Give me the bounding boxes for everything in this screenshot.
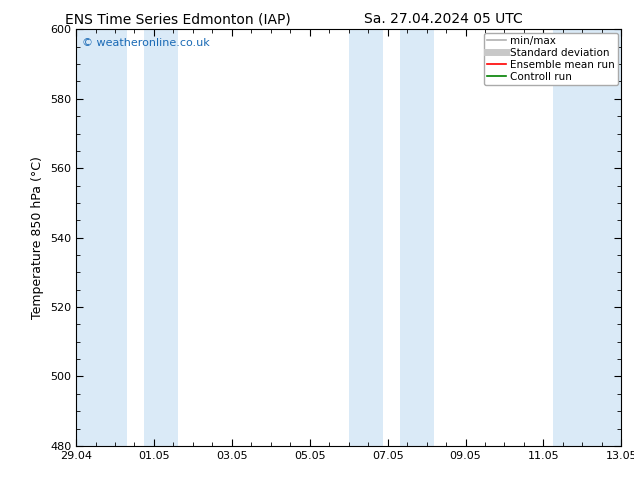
Bar — [553, 29, 621, 446]
Legend: min/max, Standard deviation, Ensemble mean run, Controll run: min/max, Standard deviation, Ensemble me… — [484, 32, 618, 85]
Text: Sa. 27.04.2024 05 UTC: Sa. 27.04.2024 05 UTC — [365, 12, 523, 26]
Bar — [76, 29, 127, 446]
Bar — [144, 29, 178, 446]
Y-axis label: Temperature 850 hPa (°C): Temperature 850 hPa (°C) — [32, 156, 44, 319]
Text: © weatheronline.co.uk: © weatheronline.co.uk — [82, 38, 209, 48]
Bar — [349, 29, 383, 446]
Text: ENS Time Series Edmonton (IAP): ENS Time Series Edmonton (IAP) — [65, 12, 290, 26]
Bar — [400, 29, 434, 446]
